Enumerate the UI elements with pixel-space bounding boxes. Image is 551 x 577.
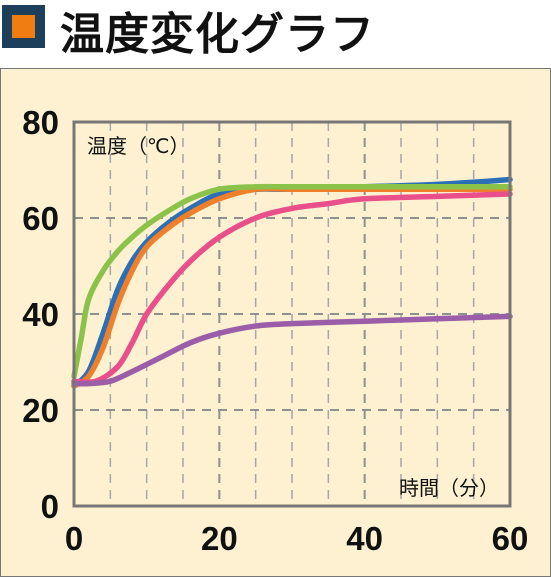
y-axis-label: 温度（℃） <box>87 134 189 158</box>
x-tick-label: 60 <box>492 520 529 557</box>
series-lines <box>71 176 513 389</box>
y-axis-ticks: 0 20 40 60 80 <box>22 104 59 525</box>
y-tick-label: 20 <box>22 392 59 429</box>
x-tick-label: 0 <box>65 520 83 557</box>
x-tick-label: 40 <box>346 520 383 557</box>
header: 温度変化グラフ <box>0 0 551 66</box>
series-line-4 <box>71 191 513 386</box>
page-title: 温度変化グラフ <box>60 9 375 60</box>
x-axis-ticks: 0 20 40 60 <box>65 520 529 557</box>
square-bullet-icon <box>2 5 45 48</box>
x-tick-label: 20 <box>201 520 238 557</box>
x-axis-label: 時間（分） <box>399 476 499 500</box>
series-line-3 <box>71 183 513 380</box>
temperature-chart: 0 20 40 60 80 0 20 40 60 温度（℃） 時間（分） <box>22 104 529 557</box>
chart-panel: 0 20 40 60 80 0 20 40 60 温度（℃） 時間（分） <box>0 68 551 577</box>
y-tick-label: 80 <box>22 104 59 141</box>
plot-frame <box>72 120 512 508</box>
y-tick-label: 40 <box>22 296 59 333</box>
y-tick-label: 60 <box>22 200 59 237</box>
y-tick-label: 0 <box>41 488 59 525</box>
series-line-5 <box>71 313 513 387</box>
